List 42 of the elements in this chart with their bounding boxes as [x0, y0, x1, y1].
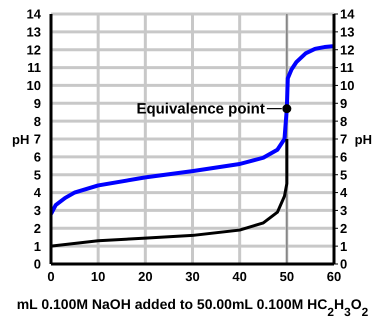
y2-tick-label: 3: [340, 203, 348, 218]
y-tick-label: 3: [34, 203, 41, 218]
y-tick-label: 7: [34, 132, 41, 147]
y-tick-label: 12: [26, 42, 41, 58]
y-tick-label: 14: [26, 6, 42, 22]
y2-tick-label: 6: [340, 149, 348, 164]
y2-tick-label: 9: [340, 96, 348, 111]
x-tick-label: 10: [90, 269, 106, 284]
y-tick-label: 0: [34, 256, 41, 272]
y2-tick-label: 11: [340, 60, 354, 76]
y2-tick-label: 12: [340, 42, 354, 58]
y2-axis-title: pH: [354, 132, 372, 147]
x-tick-label: 40: [232, 269, 247, 284]
x-tick-label: 60: [326, 269, 342, 284]
y-tick-label: 8: [34, 114, 41, 129]
y2-tick-label: 5: [340, 167, 348, 182]
y2-tick-label: 8: [340, 114, 348, 129]
y-tick-label: 13: [26, 24, 41, 40]
annotation: Equivalence point: [136, 100, 265, 118]
y2-tick-label: 0: [340, 256, 348, 272]
y-tick-label: 1: [34, 238, 41, 254]
x-tick-label: 20: [138, 269, 153, 284]
x-tick-label: 30: [185, 269, 200, 284]
y-tick-label: 4: [34, 185, 42, 200]
y-axis-title: pH: [12, 132, 30, 147]
y2-tick-label: 14: [340, 6, 356, 22]
x-axis-title: mL 0.100M NaOH added to 50.00mL 0.100M HC$_{2}$H$_{3}$O$_{2}$: [16, 296, 369, 319]
y2-tick-label: 1: [340, 238, 348, 254]
y-tick-label: 10: [26, 78, 41, 94]
y-tick-label: 2: [34, 220, 41, 236]
y-tick-label: 9: [34, 96, 41, 111]
y2-tick-label: 4: [340, 185, 348, 200]
y-tick-label: 11: [27, 60, 41, 76]
x-tick-label: 0: [47, 269, 55, 284]
x-tick-label: 50: [280, 269, 294, 284]
y-tick-label: 5: [34, 167, 41, 182]
y2-tick-label: 10: [340, 78, 354, 94]
y-tick-label: 6: [34, 149, 41, 164]
y2-tick-label: 7: [340, 132, 348, 147]
y2-tick-label: 13: [340, 24, 354, 40]
line-series: [51, 44, 334, 216]
y2-tick-label: 2: [340, 220, 348, 236]
